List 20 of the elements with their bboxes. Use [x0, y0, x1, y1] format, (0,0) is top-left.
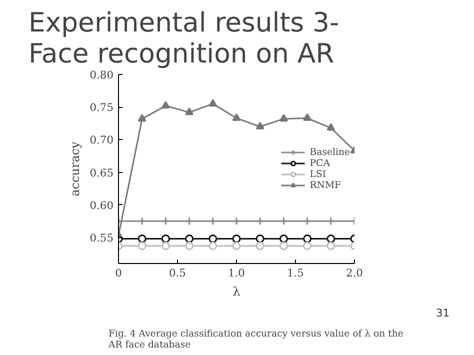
legend-label: LSI — [310, 168, 328, 180]
x-tick-label: 0 — [115, 266, 122, 280]
y-tick-label: 0.75 — [90, 101, 114, 114]
y-tick-label: 0.65 — [90, 166, 114, 180]
legend-label: RNMF — [310, 180, 341, 190]
chart-title: Experimental results 3- Face recognition on AR — [28, 8, 340, 70]
legend-label: Baseline — [310, 146, 350, 158]
text: 31 — [436, 306, 450, 320]
x-tick-label: 2.0 — [346, 266, 364, 280]
y-axis-title: accuracy — [68, 141, 82, 196]
caption: Fig. 4 Average classification accuracy versus value of λ on the AR face database — [108, 328, 404, 350]
x-tick-label: 1.5 — [287, 266, 304, 280]
legend-label: PCA — [310, 158, 330, 168]
x-tick-label: 1.0 — [228, 266, 246, 280]
y-tick-label: 0.80 — [90, 68, 114, 82]
y-tick-label: 0.60 — [90, 198, 114, 212]
x-tick-label: 0.5 — [169, 266, 186, 280]
y-tick-label: 0.70 — [90, 134, 114, 147]
y-tick-label: 0.55 — [90, 231, 114, 244]
x-axis-title: λ — [232, 284, 241, 298]
